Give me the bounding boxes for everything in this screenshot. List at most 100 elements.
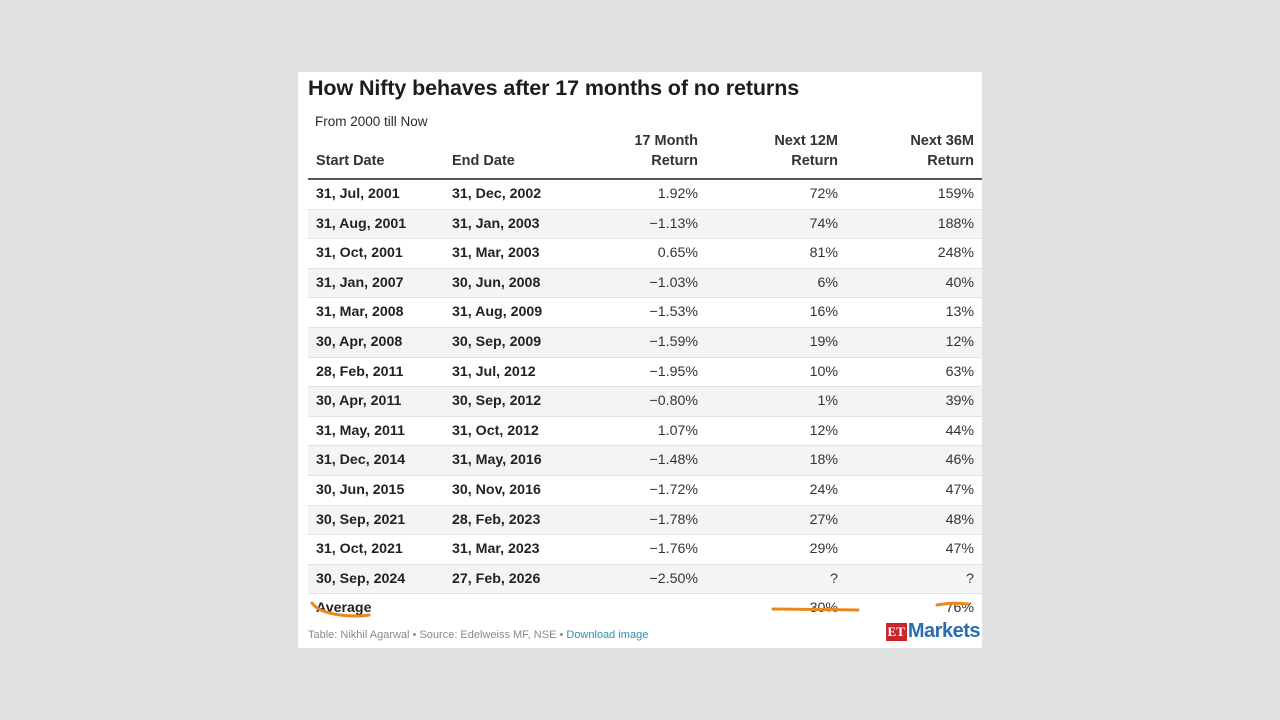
next-12m-return-cell: 10% <box>809 363 838 380</box>
next-12m-return-cell: 18% <box>809 452 838 469</box>
table-row: 30, Apr, 2011 30, Sep, 2012 −0.80% 1% 39… <box>308 387 982 417</box>
header-next-12m-return: Next 12M Return <box>774 133 838 169</box>
end-date-cell: 31, Mar, 2003 <box>452 245 540 262</box>
17-month-return-cell: −1.78% <box>649 511 698 528</box>
next-36m-return-cell: 159% <box>937 186 974 202</box>
next-12m-return-cell: 1% <box>817 393 838 410</box>
next-36m-return-cell: 12% <box>945 333 974 350</box>
end-date-cell: 28, Feb, 2023 <box>452 511 541 528</box>
table-row: 31, Dec, 2014 31, May, 2016 −1.48% 18% 4… <box>308 446 982 476</box>
start-date-cell: 30, Sep, 2021 <box>316 511 406 528</box>
17-month-return-cell: −1.59% <box>649 333 698 350</box>
markets-logo-text: Markets <box>907 620 981 642</box>
next-36m-return-cell: 47% <box>945 541 974 558</box>
17-month-return-cell: −1.76% <box>649 541 698 558</box>
end-date-cell: 31, Jul, 2012 <box>452 363 536 380</box>
start-date-cell: 30, Sep, 2024 <box>316 570 406 587</box>
next-36m-return-cell: 46% <box>945 452 974 469</box>
17-month-return-cell: −1.48% <box>649 452 698 469</box>
footer-separator: • <box>556 629 567 641</box>
17-month-return-cell: −0.80% <box>649 393 698 410</box>
table-body: 31, Jul, 2001 31, Dec, 2002 1.92% 72% 15… <box>308 180 982 623</box>
next-12m-return-cell: 81% <box>809 245 838 262</box>
17-month-return-cell: −1.03% <box>649 274 698 291</box>
table-row: 31, Aug, 2001 31, Jan, 2003 −1.13% 74% 1… <box>308 209 982 240</box>
17-month-return-cell: −1.72% <box>649 481 698 498</box>
et-logo-badge: ET <box>885 622 907 641</box>
header-next-36m-return: Next 36M Return <box>910 133 974 169</box>
end-date-cell: 30, Sep, 2009 <box>452 333 542 350</box>
next-12m-return-cell: 29% <box>809 541 838 558</box>
17-month-return-cell: −1.53% <box>649 304 698 321</box>
next-12m-return-cell: 19% <box>809 333 838 350</box>
next-12m-return-cell: 27% <box>809 511 838 528</box>
start-date-cell: 31, Mar, 2008 <box>316 304 404 321</box>
next-12m-return-cell: 6% <box>817 274 838 291</box>
table-row: 30, Apr, 2008 30, Sep, 2009 −1.59% 19% 1… <box>308 327 982 358</box>
next-36m-return-cell: 63% <box>945 363 974 380</box>
17-month-return-cell: 1.07% <box>657 422 698 439</box>
start-date-cell: 28, Feb, 2011 <box>316 363 404 380</box>
start-date-cell: 31, Jan, 2007 <box>316 274 404 291</box>
average-next-36m-return: 76% <box>945 600 974 617</box>
end-date-cell: 31, Mar, 2023 <box>452 541 540 558</box>
next-12m-return-cell: 24% <box>809 481 838 498</box>
17-month-return-cell: −2.50% <box>649 570 698 587</box>
table-row: 31, Oct, 2001 31, Mar, 2003 0.65% 81% 24… <box>308 239 982 269</box>
17-month-return-cell: −1.13% <box>649 215 698 232</box>
footer-credits: Table: Nikhil Agarwal • Source: Edelweis… <box>308 629 648 641</box>
next-36m-return-cell: 47% <box>945 481 974 498</box>
start-date-cell: 31, Dec, 2014 <box>316 452 406 469</box>
17-month-return-cell: 0.65% <box>657 245 698 262</box>
next-36m-return-cell: 48% <box>945 511 974 528</box>
next-36m-return-cell: ? <box>966 570 974 587</box>
start-date-cell: 31, Oct, 2021 <box>316 541 403 558</box>
table-row: 28, Feb, 2011 31, Jul, 2012 −1.95% 10% 6… <box>308 358 982 388</box>
table-row: 30, Sep, 2021 28, Feb, 2023 −1.78% 27% 4… <box>308 505 982 536</box>
table-credit: Table: Nikhil Agarwal <box>308 629 410 641</box>
end-date-cell: 31, Oct, 2012 <box>452 422 539 439</box>
table-title: How Nifty behaves after 17 months of no … <box>308 76 800 100</box>
next-12m-return-cell: 16% <box>809 304 838 321</box>
end-date-cell: 31, Dec, 2002 <box>452 186 542 202</box>
end-date-cell: 27, Feb, 2026 <box>452 570 541 587</box>
next-12m-return-cell: 12% <box>809 422 838 439</box>
next-12m-return-cell: ? <box>830 570 838 587</box>
start-date-cell: 30, Apr, 2011 <box>316 393 402 410</box>
17-month-return-cell: 1.92% <box>657 186 698 202</box>
start-date-cell: 31, Oct, 2001 <box>316 245 403 262</box>
table-row: 31, Jan, 2007 30, Jun, 2008 −1.03% 6% 40… <box>308 268 982 299</box>
start-date-cell: 31, Aug, 2001 <box>316 215 407 232</box>
end-date-cell: 31, May, 2016 <box>452 452 542 469</box>
average-label: Average <box>316 600 372 617</box>
source-credit: Source: Edelweiss MF, NSE <box>419 629 557 641</box>
header-start-date: Start Date <box>316 153 385 169</box>
next-12m-return-cell: 74% <box>809 215 838 232</box>
start-date-cell: 30, Apr, 2008 <box>316 333 403 350</box>
next-12m-return-cell: 72% <box>809 186 838 202</box>
end-date-cell: 30, Nov, 2016 <box>452 481 541 498</box>
end-date-cell: 31, Aug, 2009 <box>452 304 543 321</box>
end-date-cell: 30, Jun, 2008 <box>452 274 541 291</box>
end-date-cell: 30, Sep, 2012 <box>452 393 542 410</box>
next-36m-return-cell: 188% <box>937 215 974 232</box>
footer-separator: • <box>409 629 420 641</box>
table-row: 31, Jul, 2001 31, Dec, 2002 1.92% 72% 15… <box>308 180 982 210</box>
next-36m-return-cell: 44% <box>945 422 974 439</box>
table-row: 31, May, 2011 31, Oct, 2012 1.07% 12% 44… <box>308 417 982 447</box>
header-divider <box>308 178 982 180</box>
table-row: 31, Mar, 2008 31, Aug, 2009 −1.53% 16% 1… <box>308 298 982 328</box>
table-card: How Nifty behaves after 17 months of no … <box>298 72 982 648</box>
et-markets-logo: ET Markets <box>885 620 981 643</box>
start-date-cell: 31, Jul, 2001 <box>316 186 400 202</box>
download-image-link[interactable]: Download image <box>566 629 649 641</box>
header-17-month-return: 17 Month Return <box>634 133 698 169</box>
next-36m-return-cell: 39% <box>945 393 974 410</box>
next-36m-return-cell: 40% <box>945 274 974 291</box>
header-end-date: End Date <box>452 153 515 169</box>
next-36m-return-cell: 13% <box>945 304 974 321</box>
end-date-cell: 31, Jan, 2003 <box>452 215 540 232</box>
average-row: Average 30% 76% <box>308 594 982 623</box>
table-row: 31, Oct, 2021 31, Mar, 2023 −1.76% 29% 4… <box>308 535 982 565</box>
next-36m-return-cell: 248% <box>937 245 974 262</box>
